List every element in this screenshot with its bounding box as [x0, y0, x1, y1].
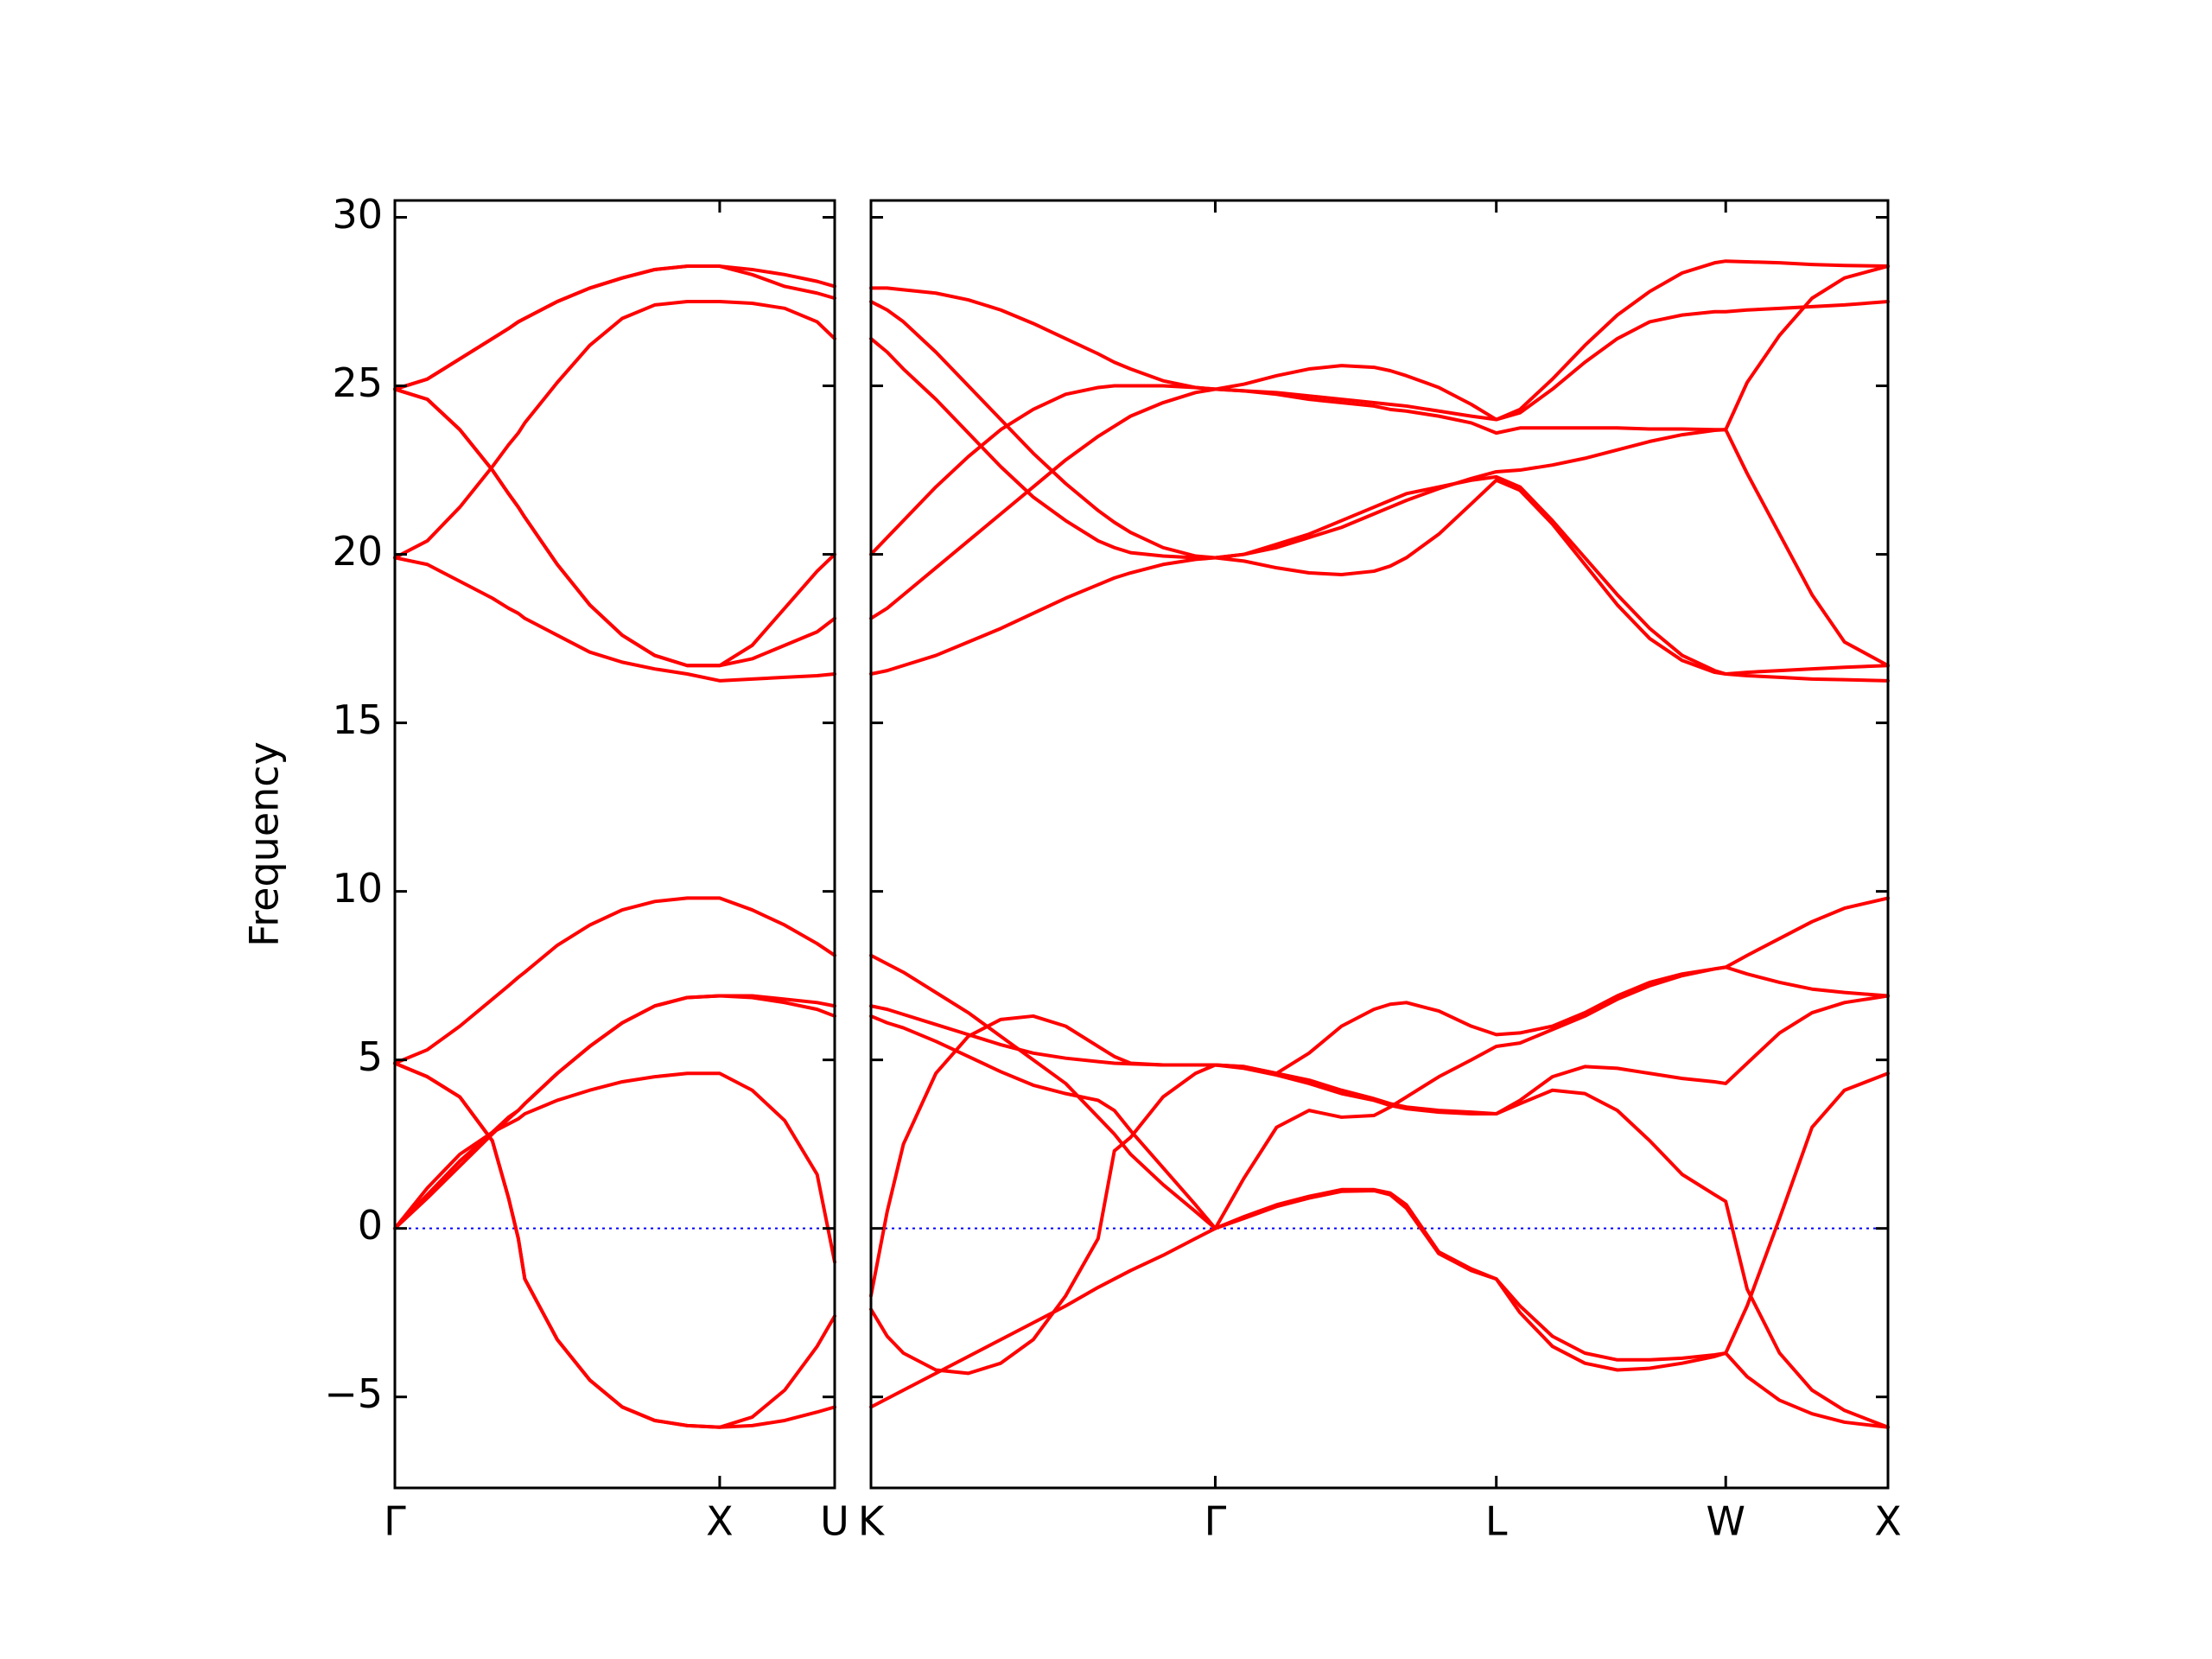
band-line	[393, 1071, 836, 1264]
x-tick-label: U	[820, 1498, 849, 1545]
y-tick-label: 5	[358, 1033, 383, 1080]
band-line	[393, 264, 836, 391]
y-tick-label: 0	[358, 1202, 383, 1249]
band-line	[393, 300, 836, 560]
x-tick-label: X	[1874, 1498, 1902, 1545]
band-line	[869, 428, 1890, 677]
x-tick-label: Γ	[384, 1498, 406, 1545]
band-line	[869, 1063, 1890, 1429]
y-tick-label: −5	[324, 1370, 383, 1417]
y-axis-label: Frequency	[241, 741, 288, 947]
x-tick-label: K	[858, 1498, 886, 1545]
band-line	[393, 1061, 836, 1429]
band-line	[869, 336, 1890, 683]
band-line	[393, 994, 836, 1230]
band-line	[393, 387, 836, 668]
band-line	[869, 300, 1890, 556]
y-tick-label: 25	[332, 359, 383, 406]
plot-frame	[869, 199, 1890, 1490]
y-tick-label: 30	[332, 191, 383, 238]
band-line	[393, 896, 836, 1065]
band-line	[393, 556, 836, 683]
x-tick-label: L	[1485, 1498, 1508, 1545]
x-tick-label: X	[706, 1498, 734, 1545]
band-line	[869, 259, 1890, 422]
band-line	[869, 896, 1890, 1076]
y-tick-label: 20	[332, 528, 383, 575]
plot-frame	[393, 199, 836, 1490]
x-tick-label: W	[1706, 1498, 1745, 1545]
band-line	[869, 1188, 1890, 1429]
y-tick-label: 10	[332, 865, 383, 912]
y-tick-label: 15	[332, 696, 383, 743]
x-tick-label: Γ	[1205, 1498, 1227, 1545]
